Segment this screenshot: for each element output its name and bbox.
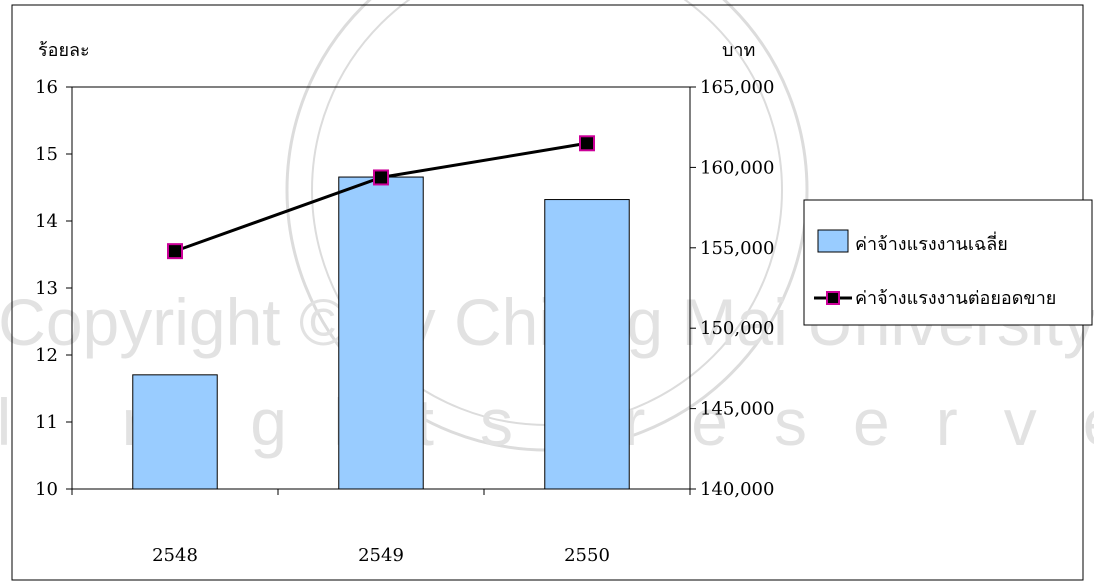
left-axis-tick-label: 10 xyxy=(35,479,58,500)
left-axis-tick-label: 11 xyxy=(35,412,58,433)
left-axis-tick-label: 15 xyxy=(35,144,58,165)
left-axis: 10 11 12 13 14 15 16 xyxy=(35,77,72,500)
bar xyxy=(132,374,218,490)
left-axis-title: ร้อยละ xyxy=(38,40,90,61)
left-axis-tick-label: 13 xyxy=(35,278,58,299)
x-axis-tick-label: 2549 xyxy=(358,545,404,566)
right-axis-tick-label: 165,000 xyxy=(700,77,774,98)
legend-line-marker xyxy=(826,291,840,305)
right-axis-tick-label: 145,000 xyxy=(700,399,774,420)
line-point xyxy=(579,135,595,152)
line-point xyxy=(167,243,183,260)
bar-series xyxy=(132,176,630,490)
left-axis-tick-label: 14 xyxy=(35,211,58,232)
left-axis-tick-label: 16 xyxy=(35,77,58,98)
bar xyxy=(338,176,424,490)
right-axis-tick-label: 150,000 xyxy=(700,318,774,339)
right-axis-tick-label: 155,000 xyxy=(700,238,774,259)
right-axis: 140,000 145,000 150,000 155,000 160,000 165,0… xyxy=(690,77,774,500)
right-axis-tick-label: 160,000 xyxy=(700,157,774,178)
line-point xyxy=(373,169,389,186)
legend-bar-swatch xyxy=(817,229,849,253)
x-axis: 2548 2549 2550 xyxy=(71,489,691,566)
legend: ค่าจ้างแรงงานเฉลี่ย ค่าจ้างแรงงานต่อยอดข… xyxy=(803,199,1093,326)
right-axis-title: บาท xyxy=(722,40,755,61)
left-axis-tick-label: 12 xyxy=(35,345,58,366)
legend-box xyxy=(803,199,1093,326)
bar xyxy=(544,199,630,490)
right-axis-tick-label: 140,000 xyxy=(700,479,774,500)
legend-label-bar-series: ค่าจ้างแรงงานเฉลี่ย xyxy=(855,231,1008,255)
line-series xyxy=(167,135,595,260)
legend-label-line-series: ค่าจ้างแรงงานต่อยอดขาย xyxy=(855,288,1056,309)
x-axis-tick-label: 2550 xyxy=(564,545,610,566)
x-axis-tick-label: 2548 xyxy=(152,545,198,566)
